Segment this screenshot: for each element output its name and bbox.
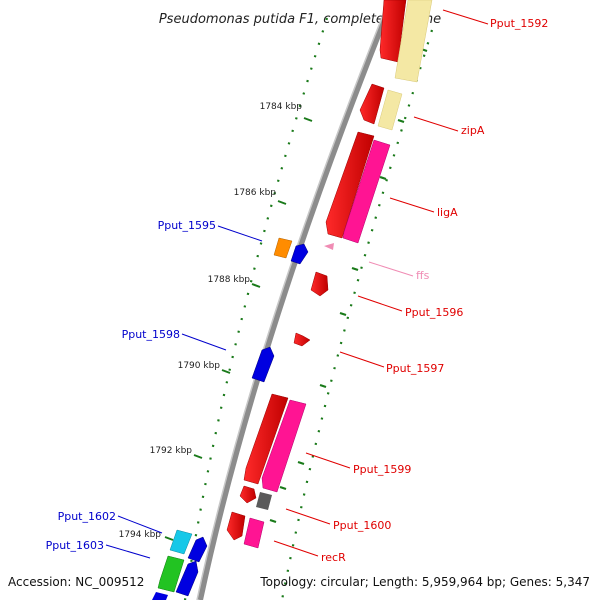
- gene-ligA-block[interactable]: [325, 131, 375, 239]
- gene-ffs-arrow[interactable]: [324, 243, 334, 250]
- gene-pput-1592-block[interactable]: [379, 0, 407, 63]
- gene-pput-1600-cds[interactable]: [256, 492, 272, 510]
- genome-backbone-highlight: [196, 0, 390, 600]
- gene-pput-1603-blue[interactable]: [175, 560, 199, 597]
- gene-pput-1597-block[interactable]: [293, 332, 311, 347]
- gene-zipA-cds[interactable]: [377, 89, 403, 131]
- gene-pput-1592-cds[interactable]: [394, 0, 433, 83]
- tick-label-1794: 1794 kbp: [119, 530, 162, 540]
- label-pput-1599[interactable]: Pput_1599: [353, 463, 411, 476]
- gene-pput-1598-blue[interactable]: [251, 346, 275, 383]
- gene-pput-1596-block[interactable]: [310, 271, 329, 297]
- label-ligA[interactable]: ligA: [437, 206, 458, 219]
- gene-pput-1602-cyan[interactable]: [169, 529, 193, 555]
- tick-mark-1792: [193, 454, 203, 459]
- tick-mark-1790: [221, 369, 231, 374]
- label-pput-1598[interactable]: Pput_1598: [122, 328, 180, 341]
- gene-recR-cds[interactable]: [243, 517, 265, 549]
- label-pput-1597[interactable]: Pput_1597: [386, 362, 444, 375]
- gene-pput-1603-green[interactable]: [157, 555, 185, 593]
- tick-label-1784: 1784 kbp: [260, 102, 303, 112]
- gene-pput-1600-block[interactable]: [239, 485, 257, 504]
- label-pput-1595[interactable]: Pput_1595: [158, 219, 216, 232]
- label-pput-1602[interactable]: Pput_1602: [58, 510, 116, 523]
- inner-track-ring: [183, 17, 329, 600]
- label-pput-1600[interactable]: Pput_1600: [333, 519, 391, 532]
- label-recR[interactable]: recR: [321, 551, 346, 564]
- gene-pput-1599-block[interactable]: [243, 393, 289, 485]
- label-pput-1596[interactable]: Pput_1596: [405, 306, 463, 319]
- tick-mark-1784: [303, 117, 313, 122]
- gene-recR-block[interactable]: [226, 511, 246, 541]
- gene-pput-1599-cds[interactable]: [261, 399, 307, 493]
- accession-text: Accession: NC_009512: [8, 575, 144, 589]
- label-zipA[interactable]: zipA: [461, 124, 485, 137]
- gene-pput-1595-blue[interactable]: [290, 243, 309, 265]
- gene-zipA-block[interactable]: [359, 83, 385, 125]
- tick-label-1788: 1788 kbp: [208, 275, 251, 285]
- tick-mark-1794: [164, 536, 174, 541]
- gene-pput-1602-blue[interactable]: [187, 536, 208, 563]
- tick-label-1786: 1786 kbp: [234, 188, 277, 198]
- outer-ring-dashes: [269, 47, 428, 524]
- tick-mark-1788: [251, 283, 261, 288]
- gene-ligA-cds[interactable]: [342, 139, 391, 244]
- genome-backbone: [197, 0, 395, 600]
- label-ffs[interactable]: ffs: [416, 269, 430, 282]
- genome-summary-text: Topology: circular; Length: 5,959,964 bp…: [259, 575, 590, 589]
- label-pput-1592[interactable]: Pput_1592: [490, 17, 548, 30]
- gene-pput-1595-orange[interactable]: [273, 237, 293, 259]
- tick-label-1790: 1790 kbp: [178, 361, 221, 371]
- label-pput-1603[interactable]: Pput_1603: [46, 539, 104, 552]
- gene-partial-blue[interactable]: [152, 592, 168, 600]
- map-title: Pseudomonas putida F1, complete genome: [159, 12, 441, 27]
- tick-mark-1786: [277, 200, 287, 205]
- tick-label-1792: 1792 kbp: [150, 446, 193, 456]
- leader-lines: [105, 9, 489, 559]
